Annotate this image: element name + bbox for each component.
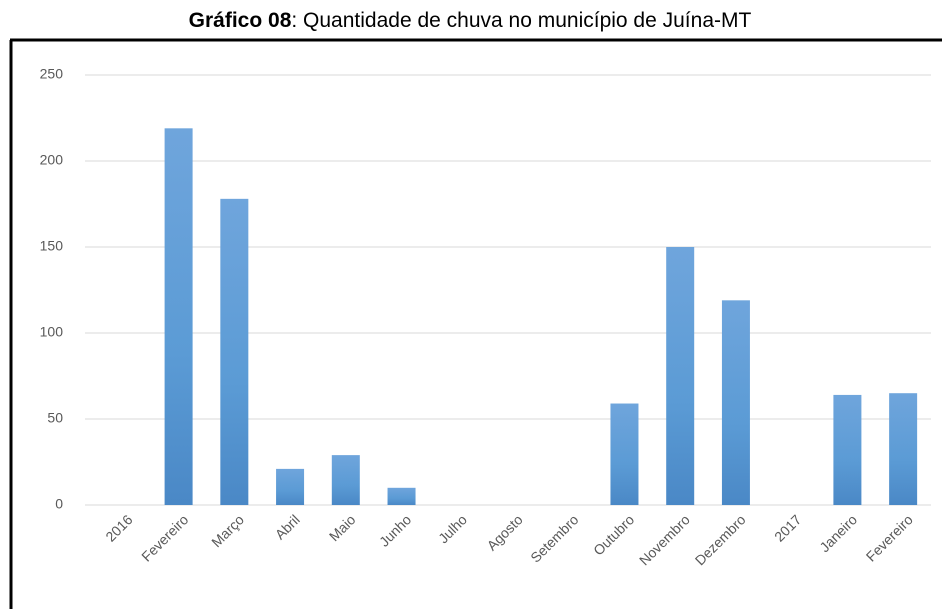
x-tick-label: Fevereiro [138, 511, 191, 564]
bar [833, 394, 862, 505]
x-tick-label: Setembro [527, 511, 581, 565]
x-tick-label: Outubro [590, 511, 637, 558]
bar [276, 468, 305, 505]
y-tick-label: 150 [40, 238, 64, 254]
x-tick-label: Fevereiro [863, 511, 916, 564]
y-tick-label: 200 [40, 152, 64, 168]
x-tick-label: Julho [435, 511, 470, 546]
bar [666, 247, 695, 505]
bar [889, 393, 918, 505]
bar [220, 198, 249, 505]
bar [721, 300, 750, 505]
x-tick-label: Junho [376, 511, 414, 549]
x-tick-label: 2017 [771, 511, 804, 544]
title-rest: : Quantidade de chuva no município de Ju… [291, 9, 751, 32]
x-tick-label: Maio [326, 511, 359, 544]
y-tick-label: 0 [55, 496, 63, 512]
x-tick-label: Janeiro [816, 511, 860, 555]
x-tick-label: Dezembro [692, 511, 749, 568]
y-tick-label: 50 [47, 410, 63, 426]
title-bold: Gráfico 08 [189, 9, 292, 32]
bar [164, 128, 193, 505]
y-tick-label: 100 [40, 324, 64, 340]
x-tick-label: Março [208, 511, 247, 550]
x-tick-label: Novembro [636, 511, 693, 568]
x-tick-label: 2016 [102, 511, 135, 544]
bar [387, 487, 416, 505]
bar [610, 403, 639, 505]
y-tick-label: 250 [40, 66, 64, 82]
chart-title: Gráfico 08: Quantidade de chuva no munic… [189, 9, 752, 32]
bar [331, 455, 360, 505]
x-tick-label: Abril [272, 511, 303, 542]
x-tick-label: Agosto [484, 511, 526, 553]
